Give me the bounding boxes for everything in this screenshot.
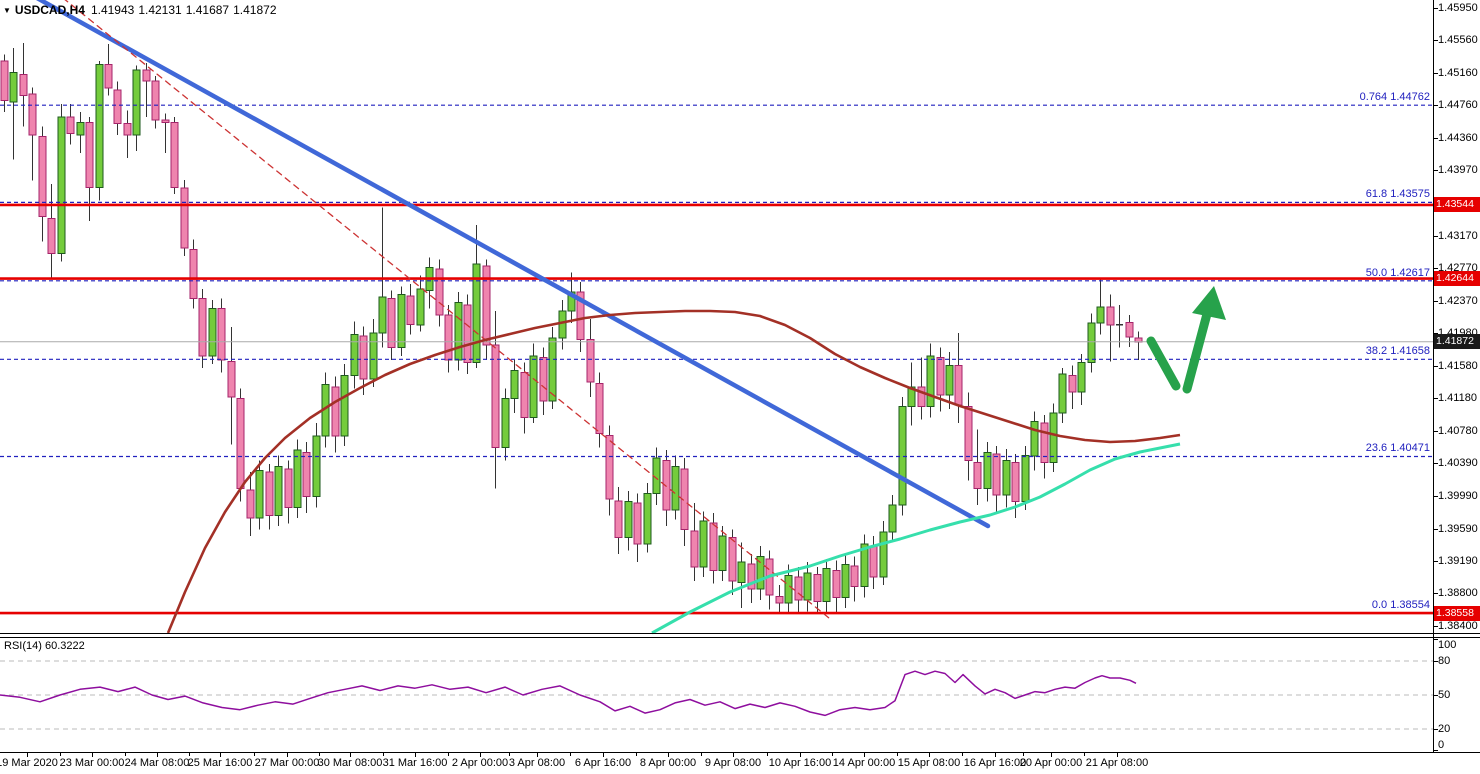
symbol-period-label: USDCAD,H4 [14,3,85,17]
price-axis-label: 1.44360 [1438,132,1478,145]
fib-level-label: 38.2 1.41658 [1365,345,1430,358]
fib-level-label: 23.6 1.40471 [1365,442,1430,455]
descending-dashed-red[interactable] [63,0,830,619]
price-axis-label: 1.42370 [1438,295,1478,308]
bullish-arrow-annotation[interactable] [1146,286,1226,394]
price-axis-label: 1.45160 [1438,66,1478,79]
price-axis-label: 1.39590 [1438,522,1478,535]
fib-level-label: 0.764 1.44762 [1359,91,1430,104]
date-axis-label: 31 Mar 16:00 [382,757,448,769]
support-resistance-lines[interactable] [0,203,1433,615]
ohlc-close: 1.41872 [233,3,277,17]
rsi-axis-label: 20 [1438,722,1451,735]
fib-level-label: 0.0 1.38554 [1371,599,1430,612]
price-axis-label: 1.38800 [1438,587,1478,600]
symbol-dropdown-icon[interactable]: ▼ [3,6,11,15]
rsi-axis-label: 0 [1438,739,1445,751]
date-axis-label: 16 Apr 16:00 [963,757,1027,769]
ohlc-open: 1.41943 [90,3,135,17]
rsi-axis-label: 80 [1438,655,1451,667]
date-axis-label: 2 Apr 00:00 [451,757,509,769]
date-axis-label: 8 Apr 00:00 [639,757,697,769]
date-axis-label: 19 Mar 2020 [0,757,58,769]
date-axis-label: 3 Apr 08:00 [508,757,566,769]
date-axis-label: 30 Mar 08:00 [317,757,383,769]
price-axis-label: 1.40780 [1438,425,1478,438]
rsi-line [0,670,1137,717]
candles-layer [0,43,1143,614]
price-axis-label: 1.38400 [1438,620,1478,632]
fib-level-label: 50.0 1.42617 [1365,266,1430,279]
rsi-axis-label: 50 [1438,689,1451,701]
date-axis-label: 10 Apr 16:00 [768,757,832,769]
price-axis-label: 1.40390 [1438,457,1478,470]
resistance-price-tag: 1.42644 [1434,271,1480,287]
price-axis-label: 1.43970 [1438,164,1478,177]
date-axis-label: 27 Mar 00:00 [254,757,320,769]
price-axis-label: 1.39190 [1438,555,1478,568]
descending-trendline-blue[interactable] [35,0,991,529]
price-axis-label: 1.41180 [1438,392,1477,405]
price-axis-label: 1.39990 [1438,489,1478,502]
price-axis-label: 1.45560 [1438,33,1478,46]
date-axis-label: 9 Apr 08:00 [704,757,762,769]
ohlc-high: 1.42131 [138,3,182,17]
date-axis-label: 20 Apr 00:00 [1019,757,1083,769]
date-axis-label: 15 Apr 08:00 [897,757,961,769]
ohlc-low: 1.41687 [185,3,230,17]
fib-level-label: 61.8 1.43575 [1365,188,1430,201]
price-axis-label: 1.44760 [1438,99,1478,112]
price-axis-label: 1.45950 [1438,2,1478,14]
date-axis-label: 24 Mar 08:00 [124,757,190,769]
resistance-price-tag: 1.38558 [1434,605,1480,621]
resistance-price-tag: 1.43544 [1434,197,1480,213]
ma-fast-teal [651,442,1181,635]
rsi-indicator-label: RSI(14) 60.3222 [4,640,85,652]
rsi-axis-label: 100 [1438,639,1457,651]
current-price-tag: 1.41872 [1434,334,1480,350]
date-axis-label: 25 Mar 16:00 [187,757,253,769]
date-axis-label: 14 Apr 00:00 [832,757,896,769]
date-axis-label: 6 Apr 16:00 [574,757,632,769]
chart-title: ▼ USDCAD,H4 1.41943 1.42131 1.41687 1.41872 [3,3,281,17]
ma-slow-maroon [166,309,1181,634]
rsi-panel [0,660,1433,730]
date-axis-label: 21 Apr 08:00 [1085,757,1149,769]
date-axis-label: 23 Mar 00:00 [59,757,125,769]
price-axis-label: 1.43170 [1438,229,1478,242]
chart-borders [0,0,1480,757]
price-axis-label: 1.41580 [1438,359,1478,372]
